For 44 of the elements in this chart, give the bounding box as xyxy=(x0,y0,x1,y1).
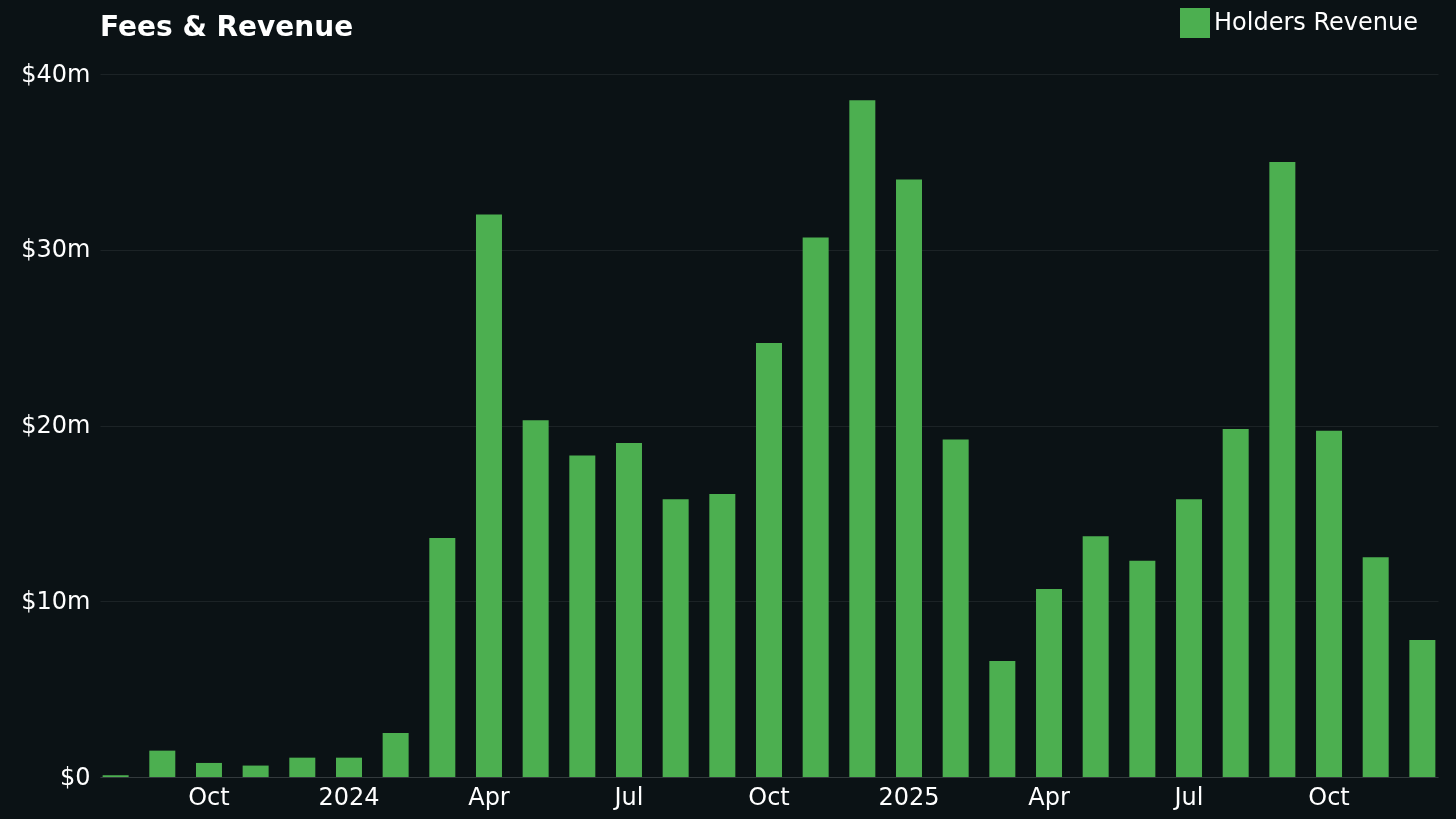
bar xyxy=(149,750,176,777)
bar xyxy=(335,757,362,777)
bar xyxy=(569,455,596,777)
bar xyxy=(475,214,502,777)
bar xyxy=(756,342,782,777)
bar xyxy=(709,494,736,777)
legend-label: Holders Revenue xyxy=(1214,8,1418,36)
bar xyxy=(1082,536,1109,777)
bar xyxy=(896,179,923,777)
x-tick-label: 2025 xyxy=(878,782,940,811)
y-tick-label: $40m xyxy=(21,59,91,88)
y-tick-label: $30m xyxy=(21,235,91,264)
x-tick-label: Oct xyxy=(188,782,230,811)
bar xyxy=(942,439,969,777)
chart-title: Fees & Revenue xyxy=(100,10,354,43)
bar xyxy=(1409,639,1436,777)
bar xyxy=(1176,499,1203,777)
bar xyxy=(1362,557,1389,777)
bar xyxy=(429,537,456,777)
y-tick-label: $0 xyxy=(59,762,91,791)
bar xyxy=(1129,560,1156,777)
bar xyxy=(382,733,409,777)
bar xyxy=(522,420,549,777)
bar xyxy=(1036,588,1063,777)
x-tick-label: Oct xyxy=(1308,782,1350,811)
bar xyxy=(662,499,689,777)
x-tick-label: 2024 xyxy=(318,782,380,811)
bar xyxy=(615,443,642,777)
bar xyxy=(242,765,269,777)
bar xyxy=(289,757,316,777)
y-tick-label: $20m xyxy=(21,411,91,439)
x-tick-label: Apr xyxy=(1028,782,1070,811)
bar xyxy=(802,237,829,777)
x-tick-label: Jul xyxy=(1172,782,1204,811)
bar xyxy=(989,661,1016,777)
bar xyxy=(195,762,222,777)
x-tick-label: Oct xyxy=(748,782,790,811)
bar xyxy=(1222,429,1249,777)
x-tick-label: Apr xyxy=(468,782,510,811)
bar xyxy=(849,100,876,777)
bar xyxy=(1316,430,1343,777)
x-tick-label: Jul xyxy=(612,782,644,811)
y-tick-label: $10m xyxy=(21,586,91,615)
bar xyxy=(1269,161,1296,777)
